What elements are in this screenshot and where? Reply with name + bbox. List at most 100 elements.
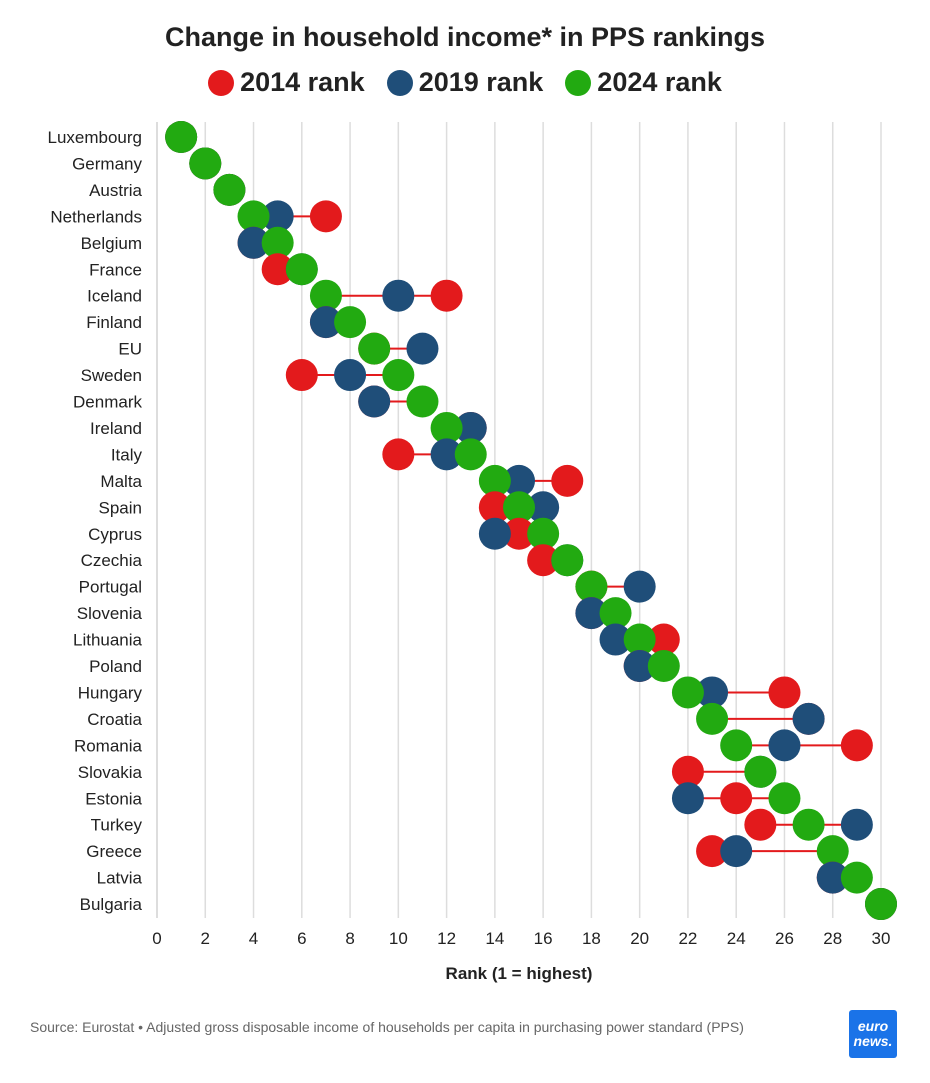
point-2014-cyprus	[503, 517, 535, 550]
legend: 2014 rank 2019 rank 2024 rank	[0, 67, 930, 98]
country-label: Hungary	[78, 683, 143, 702]
point-2014-malta	[551, 464, 584, 497]
country-label: Cyprus	[88, 525, 142, 544]
point-2019-slovenia	[575, 597, 608, 630]
point-2024-czechia	[551, 544, 584, 577]
point-2014-netherlands	[309, 200, 342, 233]
point-2014-estonia	[720, 782, 753, 815]
source-note: Source: Eurostat • Adjusted gross dispos…	[30, 1019, 744, 1035]
legend-marker-2014	[208, 69, 235, 96]
point-2019-portugal	[623, 570, 656, 603]
legend-label-2014: 2014 rank	[240, 67, 365, 97]
country-label: Lithuania	[73, 631, 143, 650]
country-label: Portugal	[79, 578, 142, 597]
country-label: Luxembourg	[47, 128, 142, 147]
point-2024-belgium	[261, 226, 294, 259]
legend-label-2024: 2024 rank	[597, 67, 722, 97]
point-2014-slovakia	[671, 755, 704, 788]
point-2024-france	[285, 253, 318, 286]
country-label: Finland	[86, 313, 142, 332]
point-2019-iceland	[382, 279, 415, 312]
country-label: Netherlands	[50, 207, 142, 226]
data-points	[165, 121, 897, 921]
point-2024-poland	[647, 650, 680, 682]
point-2024-turkey	[792, 808, 825, 841]
logo-line-2: news.	[853, 1033, 893, 1049]
country-label: Malta	[100, 472, 142, 491]
point-2024-estonia	[768, 782, 801, 815]
point-2024-lithuania	[623, 623, 656, 656]
chart-title: Change in household income* in PPS ranki…	[164, 22, 766, 52]
country-label: Denmark	[73, 393, 142, 412]
point-2019-eu	[406, 332, 439, 365]
point-2019-latvia	[816, 861, 849, 894]
country-label: Turkey	[91, 816, 143, 835]
point-2019-poland	[623, 650, 656, 682]
x-tick-label: 12	[437, 929, 456, 948]
country-label: Estonia	[85, 789, 142, 808]
point-2019-belgium	[237, 226, 270, 259]
point-2019-turkey	[840, 808, 873, 841]
x-tick-label: 16	[534, 929, 553, 948]
point-2014-lithuania	[647, 623, 680, 656]
point-2019-finland	[309, 306, 342, 339]
legend-item-2019: 2019 rank	[386, 67, 544, 98]
x-tick-label: 10	[389, 929, 408, 948]
x-tick-label: 2	[201, 929, 210, 948]
country-label: France	[89, 260, 142, 279]
point-2024-greece	[816, 835, 849, 868]
point-2024-ireland	[430, 411, 463, 444]
country-label: Austria	[89, 181, 142, 200]
country-label: Belgium	[81, 234, 142, 253]
country-label: Bulgaria	[80, 895, 143, 914]
point-2014-france	[261, 253, 294, 286]
point-2019-croatia	[792, 702, 825, 735]
country-label: Greece	[86, 842, 142, 861]
legend-marker-2019	[386, 69, 413, 96]
x-tick-label: 8	[345, 929, 354, 948]
point-2024-croatia	[696, 702, 729, 735]
point-2019-sweden	[334, 359, 367, 392]
point-2024-austria	[213, 173, 246, 206]
country-label: Slovakia	[78, 763, 143, 782]
point-2024-hungary	[671, 676, 704, 709]
x-tick-label: 4	[249, 929, 258, 948]
x-tick-label: 18	[582, 929, 601, 948]
point-2014-greece	[696, 835, 729, 868]
point-2024-portugal	[575, 570, 608, 603]
point-2019-lithuania	[599, 623, 632, 656]
point-2014-romania	[840, 729, 873, 762]
legend-label-2019: 2019 rank	[418, 67, 544, 97]
point-2024-iceland	[309, 279, 342, 312]
point-2019-hungary	[696, 676, 729, 709]
x-axis-title: Rank (1 = highest)	[446, 964, 593, 983]
country-label: Poland	[89, 657, 142, 676]
country-label: Germany	[72, 154, 142, 173]
point-2019-malta	[503, 464, 535, 497]
point-2024-sweden	[382, 359, 415, 392]
point-2014-iceland	[430, 279, 463, 312]
point-2019-italy	[430, 438, 463, 471]
point-2024-cyprus	[527, 517, 560, 550]
country-label: Spain	[99, 498, 142, 517]
point-2019-ireland	[454, 411, 487, 444]
point-2019-netherlands	[261, 200, 294, 233]
point-2024-finland	[334, 306, 367, 339]
x-axis-ticks: 0 2 4 6 8 10 12 14 16 18 20 22 24 26 28 30	[152, 929, 890, 948]
logo-line-1: euro	[857, 1018, 889, 1034]
point-2019-romania	[768, 729, 801, 762]
x-tick-label: 24	[727, 929, 746, 948]
country-label: Italy	[111, 445, 143, 464]
x-tick-label: 14	[485, 929, 504, 948]
country-label: Ireland	[90, 419, 142, 438]
x-tick-label: 30	[872, 929, 891, 948]
euronews-logo: euro news.	[849, 1010, 897, 1058]
point-2024-bulgaria	[865, 888, 897, 921]
point-2014-turkey	[744, 808, 777, 841]
point-2024-latvia	[840, 861, 873, 894]
country-label: Romania	[74, 736, 143, 755]
country-label: Czechia	[81, 551, 143, 570]
point-2014-sweden	[285, 359, 318, 392]
dumbbell-chart: Luxembourg Germany Austria Netherlands Belgi…	[47, 121, 897, 983]
country-label: Latvia	[97, 869, 143, 888]
